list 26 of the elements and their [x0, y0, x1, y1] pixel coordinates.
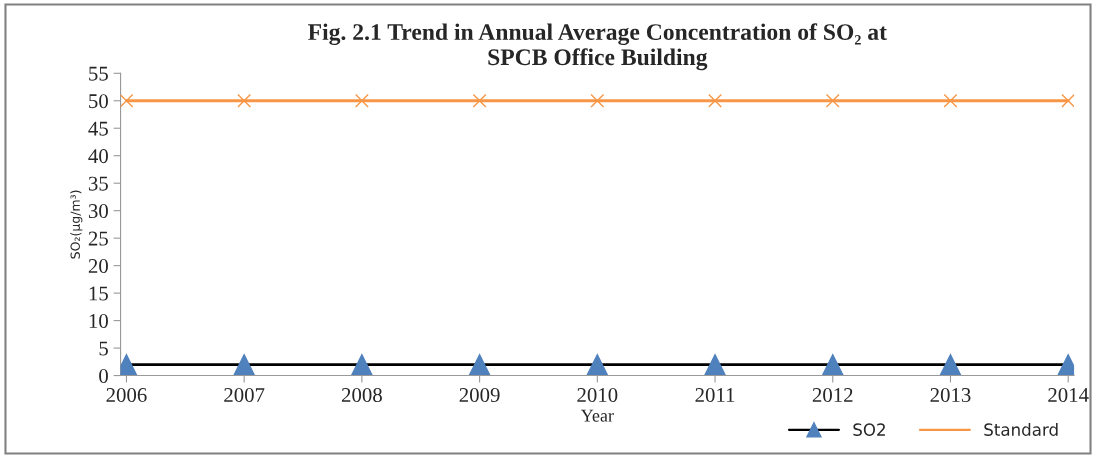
- y-tick-label: 0: [99, 368, 108, 383]
- x-tick-label: 2010: [577, 387, 618, 403]
- y-tick-label: 55: [89, 66, 108, 81]
- x-tick-label: 2011: [695, 387, 735, 403]
- x-tick-label: 2006: [106, 387, 147, 403]
- y-tick-label: 45: [88, 121, 108, 136]
- y-tick-label: 10: [89, 313, 108, 329]
- x-axis-title: Year: [580, 409, 614, 422]
- y-tick-label: 35: [88, 176, 108, 191]
- y-tick-label: 15: [89, 286, 108, 301]
- x-tick-label: 2013: [930, 387, 971, 403]
- x-tick-label: 2008: [341, 387, 382, 403]
- y-tick-label: 25: [88, 231, 108, 246]
- legend-label: SO2: [853, 423, 885, 436]
- y-tick-label: 50: [89, 94, 108, 109]
- chart-title: Fig. 2.1 Trend in Annual Average Concentration of SO₂ at SPCB Office Building: [308, 23, 887, 71]
- x-tick-label: 2007: [224, 387, 265, 403]
- y-tick-label: 40: [88, 149, 108, 164]
- y-tick-label: 30: [88, 204, 108, 219]
- y-axis-title: SO₂(μg/m³): [70, 190, 83, 259]
- legend-label: Standard: [984, 423, 1058, 436]
- y-tick-label: 5: [99, 341, 108, 356]
- x-tick-label: 2012: [812, 387, 853, 403]
- x-tick-label: 2014: [1048, 387, 1089, 403]
- y-tick-label: 20: [88, 259, 108, 274]
- x-tick-label: 2009: [459, 387, 500, 403]
